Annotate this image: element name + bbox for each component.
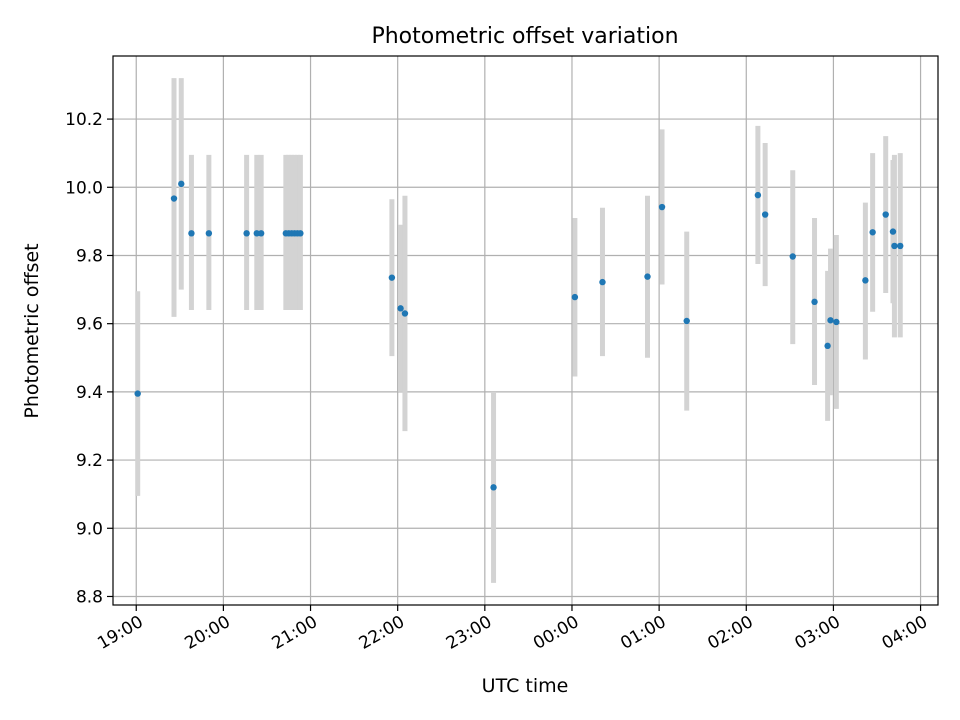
data-point [571,293,579,301]
data-point [490,484,497,491]
y-tick-label: 10.0 [65,178,103,198]
data-point [134,390,141,397]
data-point [754,191,762,199]
data-point [397,305,404,312]
y-tick-label: 9.8 [76,246,103,266]
data-point [205,230,213,237]
data-point [882,211,889,218]
data-point [297,230,304,237]
data-point [257,230,265,237]
data-point [599,278,606,286]
data-point [824,342,831,350]
data-point [388,274,396,281]
data-point [869,229,876,236]
y-tick-label: 8.8 [76,587,103,607]
y-axis: 8.8 9.0 9.2 9.4 9.6 9.8 10.0 10.2 [65,110,113,607]
plot-frame [112,55,939,606]
y-tick-label: 10.2 [65,110,103,130]
data-point [897,242,904,250]
data-point [644,273,651,280]
data-point [188,230,195,237]
data-point [243,230,250,237]
data-point [683,317,690,325]
data-point [891,242,898,250]
data-point [170,195,178,202]
data-point [862,277,869,284]
y-tick-label: 9.2 [76,451,103,471]
y-tick-label: 9.4 [76,383,103,403]
x-axis-label: UTC time [482,675,569,697]
chart-title: Photometric offset variation [371,24,678,49]
y-tick-label: 9.6 [76,315,103,335]
data-point [811,298,818,306]
data-point [827,317,834,324]
y-tick-label: 9.0 [76,519,103,539]
data-point [658,203,666,211]
data-point [789,253,796,260]
data-point [889,228,897,235]
y-axis-label: Photometric offset [21,243,43,418]
data-point [178,180,185,188]
data-point [833,318,840,326]
grid-lines [113,56,938,605]
data-point [761,211,769,218]
data-points [134,180,904,491]
data-point [401,310,409,317]
